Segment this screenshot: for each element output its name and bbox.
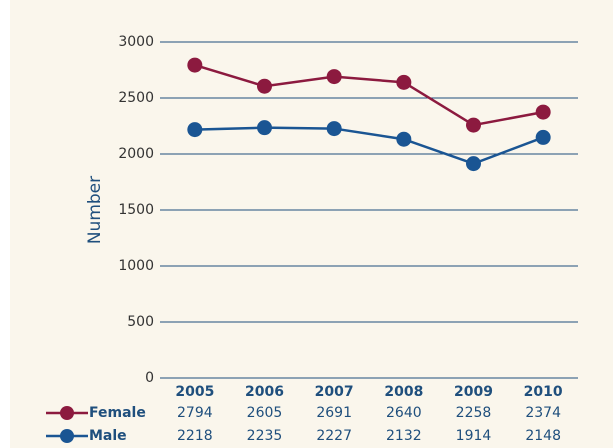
- table-value: 2605: [247, 405, 283, 421]
- table-value: 2235: [247, 428, 283, 444]
- table-value: 2148: [525, 428, 561, 444]
- point: [396, 74, 412, 90]
- point: [466, 156, 481, 172]
- y-tick-label: 500: [127, 314, 154, 330]
- series-line: [194, 126, 544, 165]
- x-tick-label: 2006: [245, 384, 284, 400]
- point: [326, 69, 342, 85]
- y-axis-label: Number: [85, 176, 105, 244]
- table-value: 1914: [456, 428, 492, 444]
- table-value: 2794: [177, 405, 213, 421]
- point: [257, 120, 272, 136]
- table-value: 2640: [386, 405, 422, 421]
- point: [257, 78, 272, 94]
- point: [535, 104, 551, 120]
- legend-label: Female: [89, 405, 146, 421]
- y-tick-label: 1000: [118, 258, 154, 274]
- table-value: 2374: [525, 405, 561, 421]
- y-tick-label: 3000: [118, 34, 154, 50]
- table-value: 2132: [386, 428, 422, 444]
- point: [187, 122, 203, 138]
- x-tick-label: 2005: [175, 384, 214, 400]
- point: [535, 129, 551, 145]
- point: [326, 121, 342, 137]
- x-tick-label: 2010: [524, 384, 563, 400]
- legend-marker: [60, 406, 74, 420]
- y-tick-label: 2000: [118, 146, 154, 162]
- point: [396, 131, 412, 147]
- x-tick-label: 2008: [384, 384, 423, 400]
- table-value: 2691: [316, 405, 352, 421]
- y-tick-label: 1500: [118, 202, 154, 218]
- legend-label: Male: [89, 428, 127, 444]
- y-tick-label: 0: [145, 370, 154, 386]
- table-value: 2258: [456, 405, 492, 421]
- point: [466, 117, 481, 133]
- x-tick-label: 2007: [315, 384, 354, 400]
- y-tick-label: 2500: [118, 90, 154, 106]
- table-value: 2227: [316, 428, 352, 444]
- x-tick-label: 2009: [454, 384, 493, 400]
- background: [10, 0, 613, 448]
- point: [187, 57, 203, 73]
- table-value: 2218: [177, 428, 213, 444]
- legend-marker: [60, 429, 74, 443]
- series-line: [194, 63, 544, 127]
